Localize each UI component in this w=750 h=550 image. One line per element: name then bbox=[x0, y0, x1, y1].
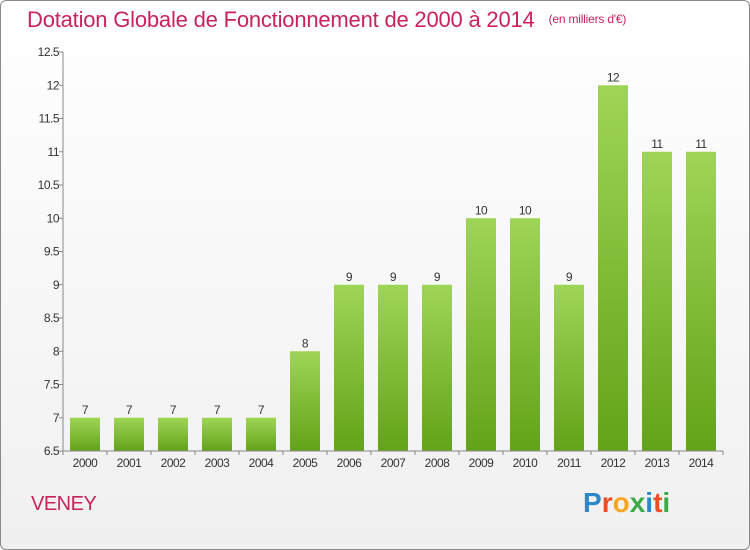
y-tick-label: 12.5 bbox=[38, 45, 60, 59]
proxiti-logo: Proxiti bbox=[583, 487, 670, 519]
data-label-2011: 9 bbox=[566, 270, 573, 284]
x-axis: 2000 2001 2002 2003 2004 2005 2006 2007 2008 2009… bbox=[62, 450, 724, 470]
x-tick-label-2005: 2005 bbox=[293, 456, 319, 470]
y-tick-label: 11 bbox=[48, 145, 60, 159]
y-tick-label: 8 bbox=[53, 344, 60, 358]
data-label-2001: 7 bbox=[126, 403, 133, 417]
bar-2002 bbox=[158, 417, 188, 451]
data-label-2007: 9 bbox=[390, 270, 397, 284]
y-tick-label: 8.5 bbox=[44, 311, 60, 325]
data-label-2013: 11 bbox=[651, 137, 663, 151]
bar-2000 bbox=[70, 417, 100, 451]
logo-letter: o bbox=[612, 487, 630, 518]
data-label-2000: 7 bbox=[82, 403, 89, 417]
bar-2001 bbox=[114, 417, 144, 451]
y-tick-label: 7.5 bbox=[44, 378, 60, 392]
bar-2014 bbox=[686, 151, 716, 451]
data-label-2009: 10 bbox=[475, 203, 488, 217]
y-axis: 6.5 7 7.5 8 8.5 9 9.5 10 10.5 11 11.5 12 12.5 bbox=[38, 45, 64, 458]
bar-2011 bbox=[554, 284, 584, 451]
data-label-2005: 8 bbox=[302, 336, 309, 350]
data-label-2002: 7 bbox=[170, 403, 177, 417]
x-tick-label-2013: 2013 bbox=[645, 456, 671, 470]
bars: 7 7 7 7 7 8 9 9 9 10 10 9 12 11 11 bbox=[70, 70, 716, 451]
y-tick-label: 10.5 bbox=[38, 178, 60, 192]
chart-unit: (en milliers d'€) bbox=[548, 12, 627, 26]
x-tick-label-2003: 2003 bbox=[205, 456, 231, 470]
bar-2007 bbox=[378, 284, 408, 451]
x-tick-label-2012: 2012 bbox=[601, 456, 627, 470]
x-tick-label-2004: 2004 bbox=[249, 456, 275, 470]
x-tick-label-2000: 2000 bbox=[73, 456, 99, 470]
data-label-2004: 7 bbox=[258, 403, 265, 417]
data-label-2003: 7 bbox=[214, 403, 221, 417]
y-tick-label: 9.5 bbox=[44, 245, 60, 259]
y-tick-label: 6.5 bbox=[44, 444, 60, 458]
y-tick-label: 7 bbox=[53, 411, 60, 425]
chart-title: Dotation Globale de Fonctionnement de 20… bbox=[27, 7, 626, 33]
x-tick-label-2008: 2008 bbox=[425, 456, 451, 470]
bar-2008 bbox=[422, 284, 452, 451]
chart-title-text: Dotation Globale de Fonctionnement de 20… bbox=[27, 7, 535, 32]
x-tick-label-2002: 2002 bbox=[161, 456, 187, 470]
x-tick-label-2009: 2009 bbox=[469, 456, 495, 470]
logo-letter: r bbox=[601, 487, 613, 518]
logo-letter: P bbox=[583, 487, 602, 518]
y-tick-label: 9 bbox=[53, 278, 60, 292]
bar-2004 bbox=[246, 417, 276, 451]
data-label-2010: 10 bbox=[519, 203, 532, 217]
logo-letter: x bbox=[629, 487, 646, 518]
bar-2013 bbox=[642, 151, 672, 451]
bar-2012 bbox=[598, 85, 628, 451]
data-label-2012: 12 bbox=[607, 70, 620, 84]
data-label-2006: 9 bbox=[346, 270, 353, 284]
y-tick-label: 10 bbox=[47, 211, 60, 225]
x-tick-label-2011: 2011 bbox=[557, 456, 582, 470]
x-tick-label-2010: 2010 bbox=[513, 456, 539, 470]
bar-2003 bbox=[202, 417, 232, 451]
bar-2009 bbox=[466, 218, 496, 451]
x-tick-label-2007: 2007 bbox=[381, 456, 407, 470]
data-label-2008: 9 bbox=[434, 270, 441, 284]
bar-2005 bbox=[290, 351, 320, 451]
x-tick-label-2001: 2001 bbox=[117, 456, 143, 470]
bar-2010 bbox=[510, 218, 540, 451]
logo-letter: i bbox=[662, 487, 671, 518]
y-tick-label: 12 bbox=[47, 78, 60, 92]
logo-letter: i bbox=[645, 487, 654, 518]
x-tick-label-2006: 2006 bbox=[337, 456, 363, 470]
data-label-2014: 11 bbox=[695, 137, 707, 151]
bar-2006 bbox=[334, 284, 364, 451]
commune-name: VENEY bbox=[31, 493, 97, 515]
logo-letter: t bbox=[653, 487, 663, 518]
x-tick-label-2014: 2014 bbox=[689, 456, 715, 470]
y-tick-label: 11.5 bbox=[39, 112, 60, 126]
